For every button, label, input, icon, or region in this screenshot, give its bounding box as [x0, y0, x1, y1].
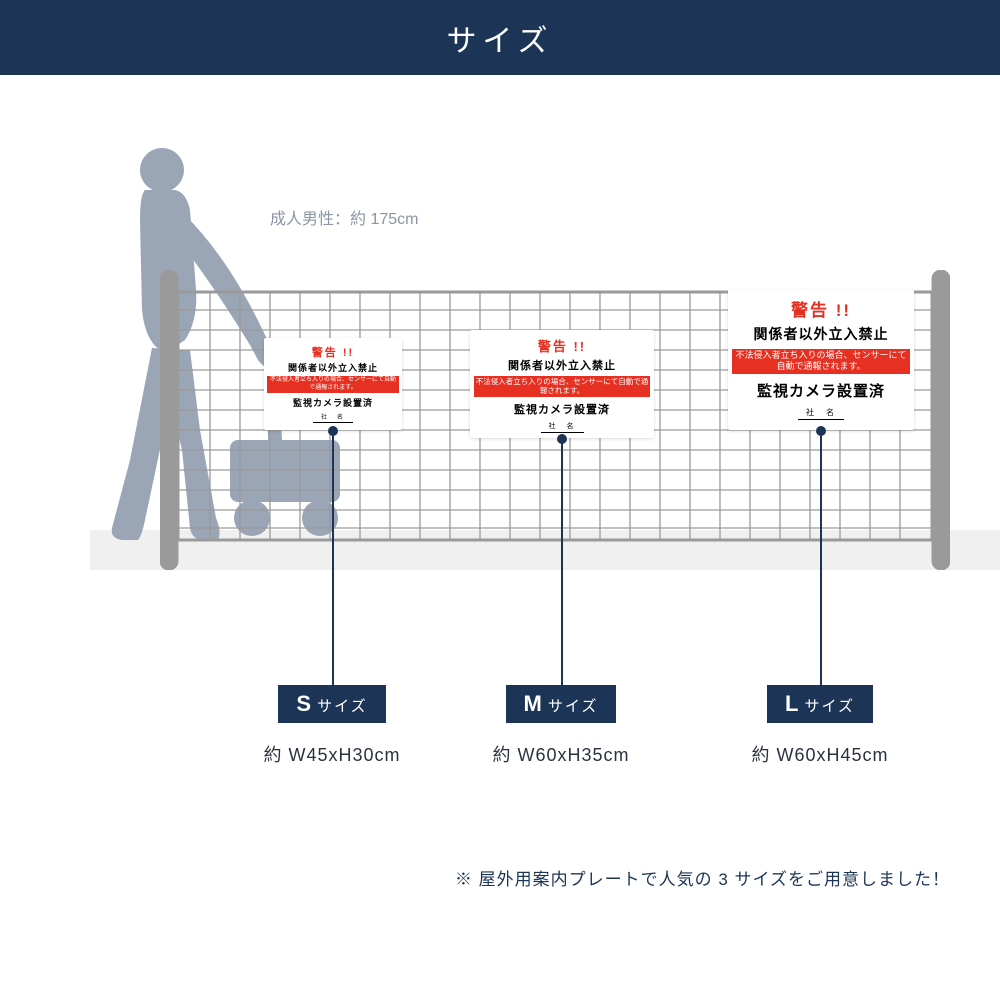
sign-warn: 警告 !! — [312, 344, 354, 360]
size-dim-l: 約 W60xH45cm — [720, 741, 920, 767]
size-group-l: L サイズ 約 W60xH45cm — [720, 685, 920, 767]
size-suffix: サイズ — [317, 695, 368, 716]
sign-line1: 関係者以外立入禁止 — [754, 324, 889, 344]
sign-line1: 関係者以外立入禁止 — [508, 357, 616, 373]
sign-line1: 関係者以外立入禁止 — [288, 361, 378, 374]
header-title: サイズ — [446, 16, 553, 60]
size-badge-s: S サイズ — [278, 685, 385, 723]
size-badge-l: L サイズ — [767, 685, 873, 723]
sign-company: 社 名 — [541, 421, 584, 433]
size-letter: S — [296, 691, 313, 717]
sign-company: 社 名 — [798, 407, 844, 420]
sign-s: 警告 !! 関係者以外立入禁止 不法侵入者立ち入りの場合、センサーにて自動で通報… — [264, 338, 402, 430]
size-dim-m: 約 W60xH35cm — [461, 741, 661, 767]
size-letter: M — [524, 691, 544, 717]
sign-redbar: 不法侵入者立ち入りの場合、センサーにて自動で通報されます。 — [267, 376, 399, 393]
sign-redbar: 不法侵入者立ち入りの場合、センサーにて自動で通報されます。 — [474, 376, 651, 397]
sign-company: 社 名 — [313, 412, 353, 423]
sign-line2: 監視カメラ設置済 — [514, 401, 610, 417]
leader-line-s — [332, 430, 334, 685]
size-suffix: サイズ — [804, 695, 855, 716]
footer-note: ※ 屋外用案内プレートで人気の 3 サイズをご用意しました！ — [455, 865, 950, 890]
sign-redbar: 不法侵入者立ち入りの場合、センサーにて自動で通報されます。 — [732, 349, 911, 374]
header-banner: サイズ — [0, 0, 1000, 75]
leader-line-m — [561, 438, 563, 685]
sign-line2: 監視カメラ設置済 — [757, 380, 885, 401]
size-group-m: M サイズ 約 W60xH35cm — [461, 685, 661, 767]
size-dim-s: 約 W45xH30cm — [232, 741, 432, 767]
leader-line-l — [820, 430, 822, 685]
size-suffix: サイズ — [548, 695, 599, 716]
scale-label: 成人男性：約 175cm — [270, 205, 418, 229]
size-letter: L — [785, 691, 800, 717]
sign-m: 警告 !! 関係者以外立入禁止 不法侵入者立ち入りの場合、センサーにて自動で通報… — [470, 330, 654, 438]
sign-l: 警告 !! 関係者以外立入禁止 不法侵入者立ち入りの場合、センサーにて自動で通報… — [728, 290, 914, 430]
sign-line2: 監視カメラ設置済 — [293, 396, 373, 409]
size-group-s: S サイズ 約 W45xH30cm — [232, 685, 432, 767]
sign-warn: 警告 !! — [791, 296, 851, 321]
size-badge-m: M サイズ — [506, 685, 617, 723]
sign-warn: 警告 !! — [538, 336, 586, 355]
